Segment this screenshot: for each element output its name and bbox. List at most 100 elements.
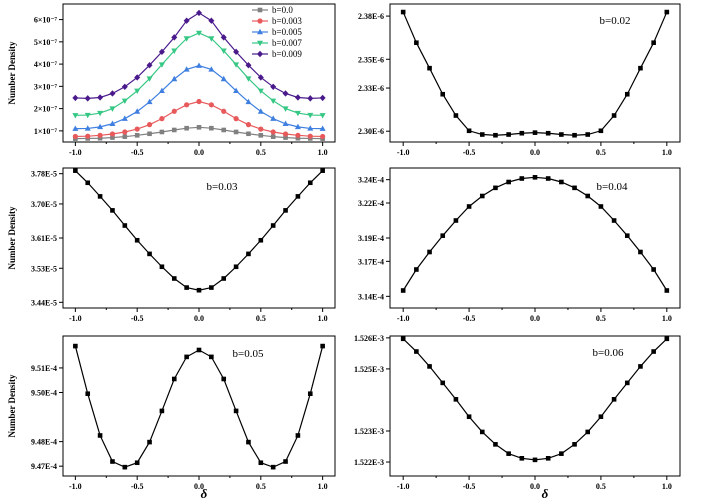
data-point [270,223,276,228]
legend-marker [257,7,263,13]
x-tick-label: -0.5 [131,314,144,323]
data-point [171,127,177,133]
data-point [134,237,140,243]
y-tick-label: 3.44E-5 [31,298,57,307]
data-point [519,456,525,461]
data-point [320,343,325,349]
data-point [122,223,128,228]
y-tick-label: 3.14E-4 [358,292,384,301]
y-tick-label: 1.526E-3 [354,334,384,343]
data-point [122,464,128,470]
y-tick-label: 9.50E-4 [31,388,57,397]
data-point [209,285,214,290]
y-tick-label: 3.24E-4 [358,176,384,185]
x-axis-label: δ [201,486,208,501]
data-point [85,133,91,139]
data-point [532,175,538,180]
data-point [319,113,326,119]
data-point [208,36,215,42]
y-axis-label: Number Density [7,206,17,270]
data-point [245,122,252,128]
y-tick-label: 2×10⁻⁷ [34,105,58,114]
y-tick-label: 3×10⁻⁷ [34,82,58,91]
data-point [109,120,116,126]
data-point [651,40,656,46]
series-b=0.005 [72,62,326,131]
data-point [624,91,630,97]
y-tick-label: 9.51E-4 [31,364,57,373]
y-tick-label: 1.523E-3 [354,427,384,436]
data-point [270,129,276,135]
y-tick-label: 3.78E-5 [31,170,57,179]
data-point [121,83,128,90]
data-point [209,125,214,131]
data-point [270,464,276,470]
data-point [134,88,141,95]
data-point [664,288,670,293]
legend-label: b=0.0 [272,5,293,15]
y-axis-label: Number Density [7,374,17,438]
data-point [134,74,141,81]
x-tick-label: -1.0 [69,148,82,157]
data-point [121,115,128,121]
data-point [97,433,103,438]
data-point [282,131,289,137]
data-point [72,125,79,131]
x-tick-label: 0.0 [194,314,204,323]
series-b=0.007 [72,30,326,119]
data-point [400,9,406,15]
data-point [196,30,202,37]
data-point [109,131,116,137]
x-tick-label: 0.5 [596,314,606,323]
panel-annotation: b=0.03 [207,181,238,193]
data-point [479,193,485,199]
x-tick-label: 1.0 [662,148,672,157]
data-point [196,125,202,130]
x-axis-label: δ [542,486,549,501]
x-tick-label: 0.0 [530,314,540,323]
data-point [97,135,103,141]
data-point [585,193,591,199]
data-point [233,116,239,122]
data-point [624,233,630,238]
data-point [572,132,577,138]
data-point [134,460,140,466]
data-point [638,65,643,71]
data-point [440,233,446,238]
data-point [97,132,103,138]
panel-2: -1.0 -0.5 0.0 0.5 1.0 2.30E-6 2.33E-6 2.35E-6 2.… [358,3,681,157]
data-point [453,397,459,402]
x-tick-label: 0.0 [194,148,204,157]
data-point [624,380,630,386]
data-point [598,414,604,420]
data-point [233,408,239,414]
panel-6: -1.0 -0.5 0.0 0.5 1.0 1.522E-3 1.523E-3 1.525E-… [354,334,681,501]
data-point [307,95,314,102]
x-tick-label: 1.0 [318,148,328,157]
data-point [196,9,202,17]
data-point [134,133,140,138]
series-line [74,170,324,291]
data-point [146,122,153,128]
data-point [109,90,116,97]
x-tick-label: -0.5 [131,482,144,491]
series-line [75,65,323,130]
x-tick-label: 1.0 [318,314,328,323]
y-tick-label: 1×10⁻⁷ [34,127,58,136]
data-point [294,94,301,101]
data-point [283,135,288,140]
data-point [184,102,190,108]
data-point [159,116,165,122]
x-tick-label: -0.5 [463,314,476,323]
y-tick-label: 2.30E-6 [358,127,384,136]
data-point [73,168,78,173]
x-tick-label: 0.0 [530,482,540,491]
plot-frame [62,335,336,477]
x-tick-label: 0.0 [194,482,204,491]
data-point [585,429,591,435]
data-point [257,74,264,81]
data-point [493,185,498,191]
series-b=0.04 [400,175,670,293]
data-point [307,112,314,119]
